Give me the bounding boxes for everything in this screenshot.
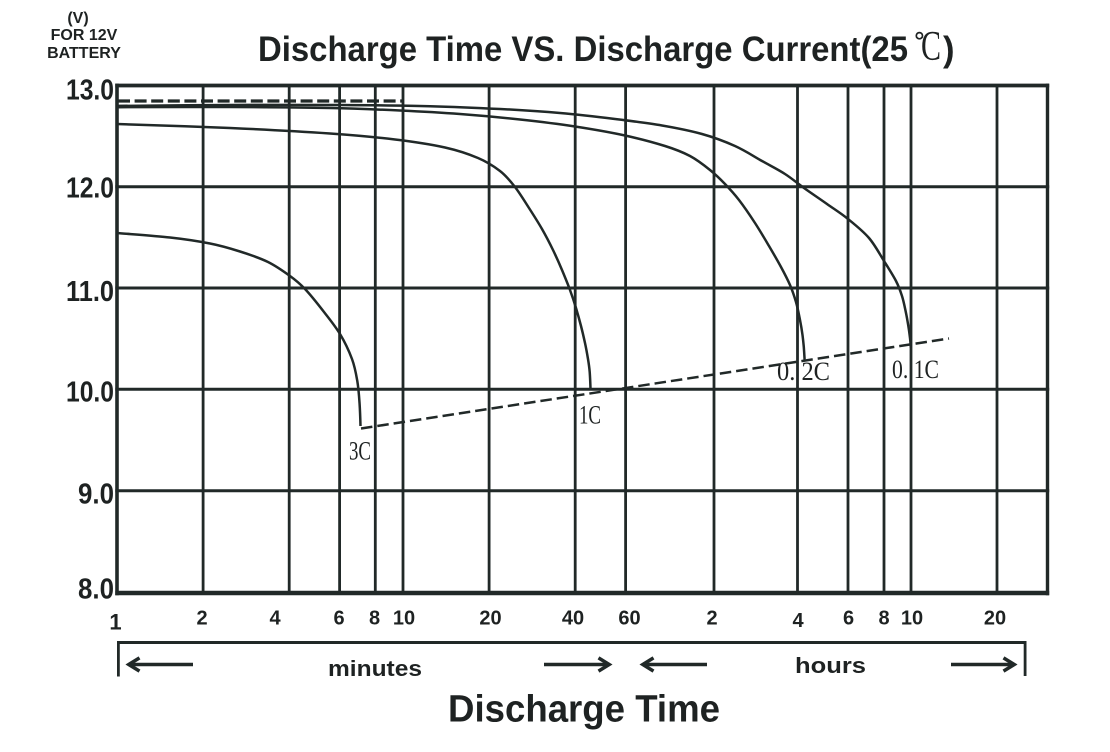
svg-text:4: 4 bbox=[792, 610, 804, 632]
svg-text:6: 6 bbox=[333, 608, 344, 630]
svg-text:Discharge Time: Discharge Time bbox=[448, 689, 720, 731]
svg-text:20: 20 bbox=[479, 608, 501, 630]
svg-text:8.0: 8.0 bbox=[78, 574, 114, 606]
svg-text:9.0: 9.0 bbox=[78, 479, 114, 511]
svg-text:1: 1 bbox=[109, 610, 121, 635]
svg-text:0. 1C: 0. 1C bbox=[892, 355, 939, 384]
svg-text:8: 8 bbox=[878, 608, 889, 630]
svg-text:40: 40 bbox=[562, 608, 584, 630]
svg-text:Discharge Time VS. Discharge C: Discharge Time VS. Discharge Current(25 bbox=[258, 30, 908, 69]
svg-text:): ) bbox=[943, 30, 955, 69]
svg-text:6: 6 bbox=[843, 608, 854, 630]
svg-text:10.0: 10.0 bbox=[66, 377, 114, 409]
svg-text:minutes: minutes bbox=[328, 656, 422, 681]
svg-text:0. 2C: 0. 2C bbox=[777, 357, 830, 386]
svg-text:BATTERY: BATTERY bbox=[47, 45, 121, 62]
svg-text:8: 8 bbox=[369, 608, 380, 630]
svg-text:20: 20 bbox=[984, 608, 1006, 630]
svg-text:13.0: 13.0 bbox=[66, 75, 114, 107]
svg-text:11.0: 11.0 bbox=[66, 276, 114, 308]
svg-text:12.0: 12.0 bbox=[66, 173, 114, 205]
svg-text:hours: hours bbox=[795, 653, 866, 678]
svg-text:4: 4 bbox=[269, 608, 281, 630]
svg-text:1C: 1C bbox=[579, 401, 601, 430]
svg-text:60: 60 bbox=[618, 608, 640, 630]
svg-text:10: 10 bbox=[393, 608, 415, 630]
svg-text:C: C bbox=[921, 24, 941, 70]
svg-text:3C: 3C bbox=[349, 437, 371, 466]
svg-text:(V): (V) bbox=[67, 10, 88, 27]
svg-text:2: 2 bbox=[706, 608, 717, 630]
svg-text:2: 2 bbox=[196, 608, 207, 630]
svg-text:10: 10 bbox=[901, 608, 923, 630]
svg-text:FOR 12V: FOR 12V bbox=[51, 27, 118, 44]
